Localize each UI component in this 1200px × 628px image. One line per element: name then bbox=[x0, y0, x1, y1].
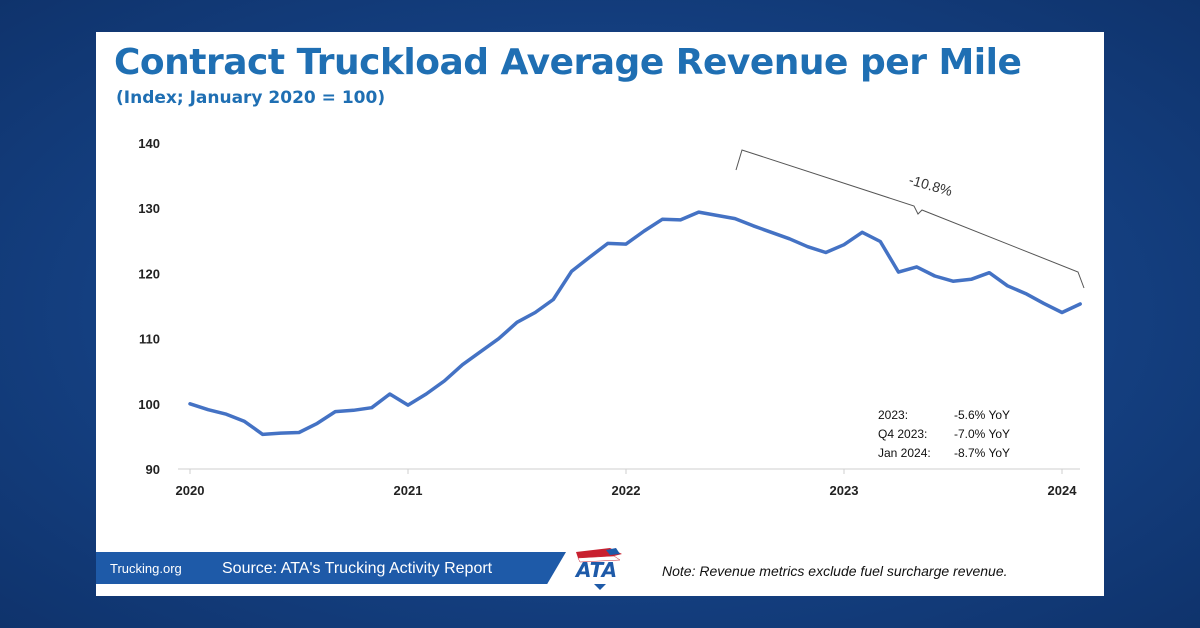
chart-card: Contract Truckload Average Revenue per M… bbox=[96, 32, 1104, 596]
y-tick-label: 100 bbox=[138, 397, 160, 412]
footer-note: Note: Revenue metrics exclude fuel surch… bbox=[662, 563, 1008, 579]
y-tick-label: 130 bbox=[138, 201, 160, 216]
x-tick-label: 2020 bbox=[176, 483, 205, 498]
series-line bbox=[188, 210, 1082, 437]
stat-value: -5.6% YoY bbox=[954, 408, 1010, 422]
x-axis: 2020 2021 2022 2023 2024 bbox=[176, 469, 1078, 498]
flag-icon bbox=[576, 548, 622, 590]
y-axis: 90 100 110 120 130 140 bbox=[138, 136, 160, 477]
chart-title: Contract Truckload Average Revenue per M… bbox=[114, 42, 1022, 83]
change-bracket bbox=[735, 149, 1085, 289]
stat-label: 2023: bbox=[878, 408, 908, 422]
y-tick-label: 90 bbox=[146, 462, 160, 477]
y-tick-label: 120 bbox=[138, 266, 160, 281]
change-label: -10.8% bbox=[907, 172, 954, 200]
stat-value: -7.0% YoY bbox=[954, 427, 1010, 441]
chart-subtitle: (Index; January 2020 = 100) bbox=[116, 88, 386, 108]
stat-label: Jan 2024: bbox=[878, 446, 931, 460]
y-tick-label: 140 bbox=[138, 136, 160, 151]
x-tick-label: 2024 bbox=[1048, 483, 1078, 498]
x-tick-label: 2023 bbox=[830, 483, 859, 498]
stat-label: Q4 2023: bbox=[878, 427, 927, 441]
footer-band bbox=[96, 552, 566, 584]
line-chart: 90 100 110 120 130 140 2020 2021 2022 2023 2024 -… bbox=[138, 136, 1085, 498]
ata-logo: ATA bbox=[570, 546, 628, 592]
x-tick-label: 2021 bbox=[394, 483, 423, 498]
yoy-stats: 2023: -5.6% YoY Q4 2023: -7.0% YoY Jan 2… bbox=[878, 408, 1010, 460]
x-tick-label: 2022 bbox=[612, 483, 641, 498]
footer-source: Source: ATA's Trucking Activity Report bbox=[222, 560, 493, 577]
stat-value: -8.7% YoY bbox=[954, 446, 1010, 460]
logo-text: ATA bbox=[576, 558, 618, 582]
footer: Trucking.org Source: ATA's Trucking Acti… bbox=[96, 548, 1104, 590]
y-tick-label: 110 bbox=[139, 332, 160, 347]
footer-site-link[interactable]: Trucking.org bbox=[110, 561, 182, 576]
